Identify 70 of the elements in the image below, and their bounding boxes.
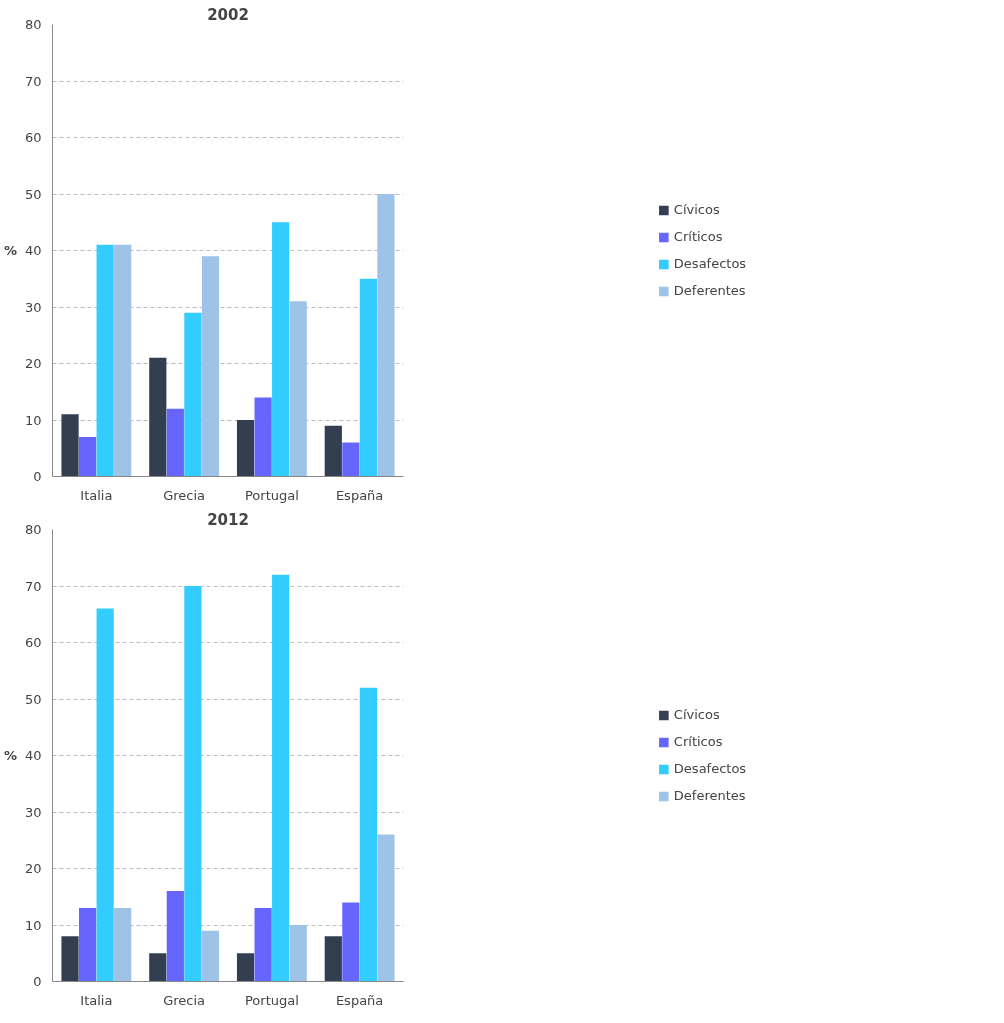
bar [359,278,377,477]
bar [272,574,290,982]
y-tick-label: 0 [33,469,42,484]
bar [114,908,132,982]
bar [96,608,114,982]
y-tick-label: 30 [24,804,42,820]
legend-label: Cívicos [673,202,720,217]
chart-title: 2012 [207,510,249,529]
bar [236,420,255,477]
x-tick-label: Italia [80,487,113,503]
legend-label: Deferentes [673,788,746,803]
bar [201,256,220,477]
legend-label: Críticos [673,734,723,749]
bar [359,687,377,982]
y-tick-label: 70 [24,73,42,89]
bar [342,902,360,982]
bar [61,936,79,982]
bar [114,244,132,477]
bar [289,301,307,477]
y-tick-label: 80 [24,522,42,537]
y-tick-label: 30 [24,299,42,315]
y-tick-label: 20 [24,356,42,371]
y-tick-label: 40 [24,243,42,258]
bar [61,414,79,477]
x-tick-label: Italia [80,992,113,1008]
y-tick-label: 60 [24,130,42,145]
bar [324,425,342,477]
bar [184,312,202,477]
y-tick-label: 50 [24,186,42,202]
bar [96,244,114,477]
bar [377,834,395,982]
y-tick-label: 40 [24,748,42,763]
y-tick-label: 10 [24,917,42,933]
bar [324,936,342,982]
bar [236,953,255,982]
bar [342,442,360,477]
bar [149,357,167,477]
bar [272,222,290,477]
y-tick-label: 0 [33,974,42,989]
x-tick-label: Grecia [163,992,206,1008]
bar [289,925,307,982]
x-tick-label: España [335,487,384,503]
legend-label: Críticos [673,229,723,244]
y-tick-label: 80 [24,17,42,32]
legend-label: Cívicos [673,707,720,722]
bar [254,397,272,477]
bar [166,891,184,982]
legend-label: Deferentes [673,283,746,298]
y-tick-label: 20 [24,861,42,876]
bar [201,930,220,982]
bar [79,908,97,982]
bar [254,908,272,982]
legend-label: Desafectos [673,761,747,776]
x-tick-label: Portugal [244,487,299,503]
y-tick-label: 70 [24,578,42,594]
bar [377,194,395,477]
bar [79,436,97,477]
bar [166,408,184,477]
y-tick-label: 10 [24,412,42,428]
x-tick-label: España [335,992,384,1008]
chart-title: 2002 [207,5,249,24]
y-tick-label: 60 [24,635,42,650]
bar [184,586,202,982]
y-axis-title: % [3,748,17,763]
legend-label: Desafectos [673,256,747,271]
y-tick-label: 50 [24,691,42,707]
y-axis-title: % [3,243,17,258]
x-tick-label: Portugal [244,992,299,1008]
bar [149,953,167,982]
x-tick-label: Grecia [163,487,206,503]
